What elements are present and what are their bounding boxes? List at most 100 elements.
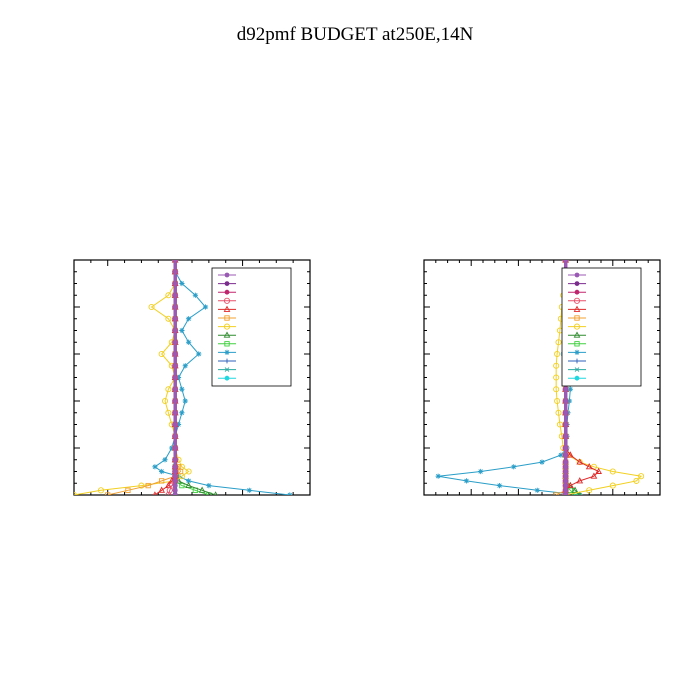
point-tp — [192, 292, 198, 298]
legend-entry-mfl — [568, 281, 586, 286]
point-cl — [172, 351, 178, 357]
point-pr2 — [177, 468, 184, 475]
legend-entry-ma — [218, 367, 236, 372]
point-cl — [563, 459, 568, 465]
series-cl — [172, 260, 178, 495]
point-tp — [287, 492, 293, 495]
point-tp — [246, 487, 252, 493]
point-cl — [563, 469, 568, 474]
point-cl — [172, 410, 178, 416]
point-tp — [182, 398, 188, 404]
point-cl — [172, 473, 178, 479]
series-pr2 — [105, 260, 184, 495]
point-bp — [571, 486, 579, 493]
point-tp — [567, 386, 573, 392]
point-pr3 — [576, 458, 584, 465]
point-tp — [179, 280, 185, 287]
legend-entry-bt — [568, 375, 586, 381]
point-tp — [179, 386, 185, 392]
point-bp — [198, 486, 206, 493]
legend-entry-cl — [218, 272, 236, 278]
legend-entry-tp — [218, 349, 236, 355]
point-tp — [182, 363, 188, 369]
point-pr2 — [159, 478, 165, 484]
point-bp — [577, 491, 582, 495]
point-cl — [172, 339, 178, 345]
point-cl — [172, 469, 178, 474]
point-pr1 — [638, 473, 645, 480]
legend-entry-ma — [568, 367, 586, 372]
point-pr1 — [554, 350, 561, 358]
point-cl — [172, 483, 178, 488]
point-pr3 — [158, 486, 166, 493]
point-tp — [179, 327, 185, 334]
point-cl — [172, 386, 178, 392]
series-line-pr1 — [74, 260, 190, 495]
point-pr4 — [165, 491, 172, 495]
point-cl — [563, 260, 568, 263]
point-cl — [563, 478, 568, 484]
point-cl — [563, 445, 568, 451]
point-cl — [172, 363, 178, 369]
legend-swatch-marker — [573, 305, 581, 312]
point-tp — [175, 473, 182, 479]
point-tp — [534, 487, 540, 493]
point-pr1 — [158, 350, 165, 358]
point-pr3 — [576, 477, 584, 484]
point-pr2 — [553, 492, 559, 495]
point-cl — [172, 492, 178, 495]
point-tp — [186, 316, 192, 322]
point-cl — [563, 433, 568, 439]
point-pr1 — [138, 482, 145, 489]
point-cl — [172, 445, 178, 451]
legend-swatch-marker — [224, 315, 230, 321]
legend-swatch-marker — [574, 272, 580, 278]
point-cl — [172, 398, 178, 404]
point-bp — [185, 481, 192, 489]
point-cl — [172, 260, 178, 263]
point-cl — [563, 410, 568, 416]
legend-swatch-marker — [224, 358, 230, 364]
point-bp — [213, 491, 218, 495]
point-cl — [172, 292, 178, 298]
point-tp — [566, 398, 572, 404]
point-pr1 — [161, 397, 169, 405]
point-tp — [159, 468, 165, 475]
legend-swatch-marker — [574, 375, 580, 381]
legend-swatch-marker — [574, 281, 580, 286]
legend-swatch-marker — [224, 349, 230, 355]
point-pr2 — [105, 492, 111, 495]
point-tp — [206, 483, 212, 489]
legend-swatch-marker — [574, 367, 580, 372]
point-cl — [172, 433, 178, 439]
point-tp — [511, 464, 517, 470]
legend-swatch-marker — [573, 331, 581, 338]
point-cl — [172, 328, 178, 333]
point-pr1 — [633, 477, 640, 484]
legend-entry-pr1 — [218, 323, 236, 330]
legend-swatch-marker — [224, 367, 230, 372]
figure-title: d92pmf BUDGET at250E,14N — [237, 24, 474, 45]
point-pr1 — [556, 421, 563, 428]
legend-entry-pr3 — [218, 305, 236, 312]
legend-entry-pr1 — [568, 323, 586, 330]
legend-entry-bp — [568, 331, 586, 338]
legend-swatch-marker — [224, 281, 230, 286]
point-pr2 — [145, 482, 151, 489]
point-cl — [563, 398, 568, 404]
point-pr1 — [553, 362, 560, 369]
point-cl — [563, 487, 568, 493]
point-pr1 — [185, 468, 192, 475]
point-cl — [172, 316, 178, 322]
point-cl — [172, 269, 178, 275]
legend-entry-cl — [568, 272, 586, 278]
point-pr3 — [590, 472, 598, 479]
point-cl — [563, 483, 568, 488]
point-cl — [563, 386, 568, 392]
point-pr1 — [555, 339, 562, 346]
point-pr1 — [609, 482, 616, 489]
legend-entry-ac — [218, 341, 236, 347]
point-tp — [179, 410, 185, 416]
point-cl — [172, 422, 178, 427]
point-tp — [175, 374, 182, 381]
